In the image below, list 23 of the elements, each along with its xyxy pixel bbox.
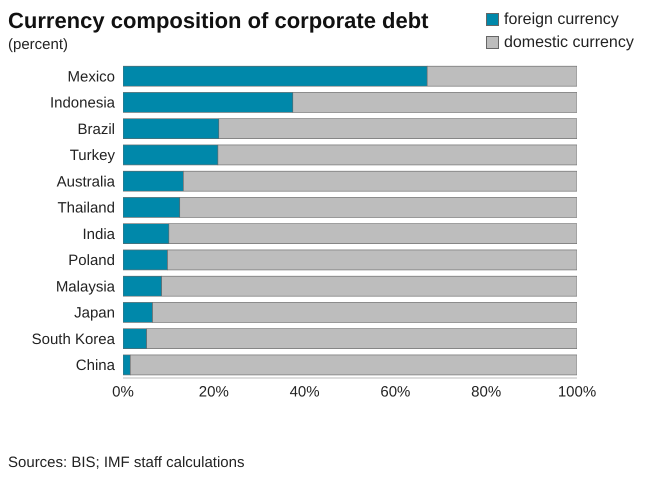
y-tick-label: China xyxy=(76,357,116,374)
y-tick-label: Turkey xyxy=(70,147,116,164)
legend-label: domestic currency xyxy=(504,33,634,53)
y-tick-label: Japan xyxy=(74,304,115,322)
x-tick-label: 80% xyxy=(471,384,502,401)
x-tick-label: 40% xyxy=(290,384,320,401)
y-tick-label: Mexico xyxy=(67,68,115,86)
chart-title: Currency composition of corporate debt xyxy=(8,8,428,34)
y-tick-label: Thailand xyxy=(57,200,115,217)
x-tick-label: 100% xyxy=(558,384,596,401)
y-tick-label: Poland xyxy=(68,252,115,270)
x-tick-label: 20% xyxy=(198,384,229,401)
chart-subtitle: (percent) xyxy=(8,36,68,53)
x-tick-label: 0% xyxy=(112,384,134,401)
x-tick-label: 60% xyxy=(380,384,410,401)
y-tick-label: South Korea xyxy=(32,330,116,348)
y-tick-label: Indonesia xyxy=(50,94,116,112)
y-tick-label: Brazil xyxy=(77,120,115,138)
y-tick-label: India xyxy=(82,226,116,243)
y-tick-label: Malaysia xyxy=(56,278,116,296)
y-tick-label: Australia xyxy=(56,173,116,190)
source-note: Sources: BIS; IMF staff calculations xyxy=(8,454,244,471)
legend-label: foreign currency xyxy=(504,10,619,30)
